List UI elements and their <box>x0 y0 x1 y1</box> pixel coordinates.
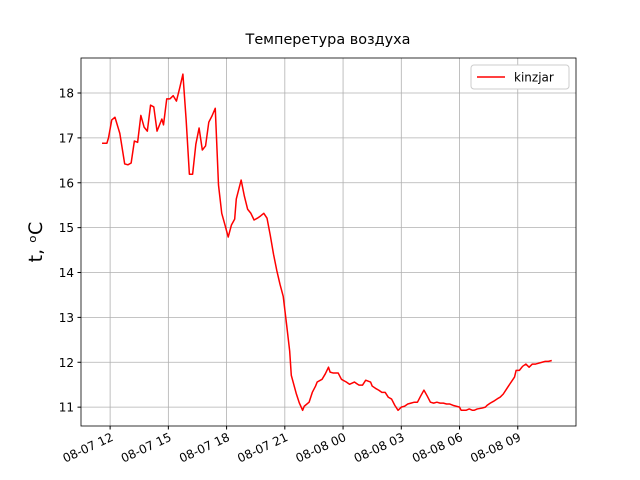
legend-label: kinzjar <box>514 71 554 85</box>
data-line <box>102 73 552 412</box>
y-axis-label: t, ᵒC <box>25 222 47 263</box>
y-tick-label: 17 <box>59 131 74 145</box>
y-tick-label: 16 <box>59 176 74 190</box>
y-tick-label: 13 <box>59 311 74 325</box>
legend-box <box>470 64 570 90</box>
chart-title: Темперетура воздуха <box>245 32 411 48</box>
plot-frame <box>80 57 577 427</box>
y-tick-label: 11 <box>59 401 74 415</box>
y-tick-label: 12 <box>59 356 74 370</box>
y-tick-label: 18 <box>59 87 74 101</box>
y-tick-label: 15 <box>59 221 74 235</box>
y-tick-label: 14 <box>59 266 74 280</box>
